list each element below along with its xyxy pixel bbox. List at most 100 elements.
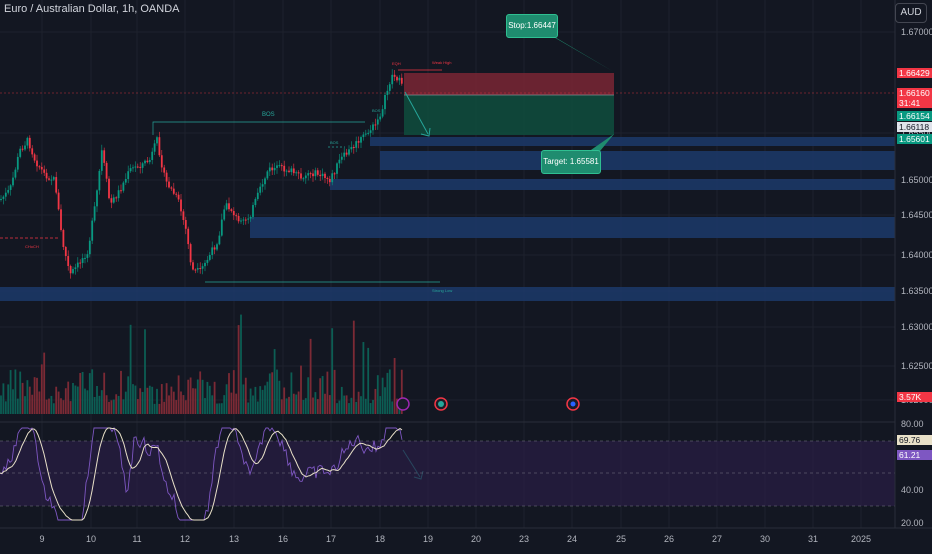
- candle-body: [304, 175, 307, 179]
- candle-body: [278, 165, 281, 167]
- volume-bar: [208, 385, 211, 414]
- stop-callout[interactable]: Stop:1.66447: [506, 14, 558, 38]
- volume-bar: [288, 396, 290, 414]
- volume-bar: [96, 385, 98, 414]
- volume-bar: [196, 379, 199, 414]
- volume-bar: [175, 400, 178, 414]
- candle-body: [38, 166, 41, 168]
- candle-body: [76, 262, 79, 268]
- candle-body: [302, 178, 305, 180]
- zone-2: [250, 217, 895, 238]
- candle-body: [129, 168, 132, 172]
- candle-body: [321, 173, 324, 177]
- candle-body: [242, 219, 245, 221]
- candle-body: [86, 254, 89, 258]
- volume-bar: [259, 386, 262, 414]
- candle-body: [28, 137, 31, 149]
- volume-bar: [57, 391, 60, 414]
- target-callout[interactable]: Target: 1.65581: [541, 150, 601, 174]
- volume-bar: [98, 395, 101, 414]
- rsi-ma-tag: 61.21: [897, 450, 932, 460]
- volume-bars: [0, 314, 403, 414]
- volume-bar: [357, 391, 360, 414]
- candle-body: [33, 154, 36, 161]
- volume-bar: [242, 384, 245, 414]
- candle-body: [201, 266, 204, 269]
- candle-body: [379, 116, 382, 120]
- volume-bar: [268, 373, 271, 414]
- time-axis[interactable]: 9 10 11 12 13 16 17 18 19 20 23 24 25 26 27 30 31 2025: [39, 534, 871, 544]
- time-tick-label: 31: [808, 534, 818, 544]
- candle-body: [12, 177, 14, 186]
- stop-callout-pointer: [545, 32, 614, 72]
- stop-callout-text: Stop:1.66447: [508, 21, 556, 30]
- time-tick-label: 17: [326, 534, 336, 544]
- choch-label: CHoCH: [25, 244, 39, 249]
- time-tick-label: 25: [616, 534, 626, 544]
- volume-bar: [211, 395, 214, 414]
- volume-bar: [189, 377, 192, 414]
- candle-body: [372, 124, 374, 131]
- currency-button[interactable]: AUD: [895, 3, 927, 23]
- volume-bar: [372, 399, 374, 414]
- volume-bar: [374, 388, 377, 414]
- volume-bar: [48, 398, 50, 414]
- volume-bar: [52, 403, 55, 414]
- price-tick-label: 1.67000: [901, 27, 932, 37]
- candle-body: [288, 170, 290, 173]
- volume-bar: [74, 385, 77, 414]
- volume-bar: [64, 388, 67, 414]
- candle-body: [276, 165, 278, 168]
- volume-bar: [67, 381, 70, 414]
- volume-bar: [55, 386, 58, 414]
- price-axis[interactable]: 1.67000 1.65500 1.65000 1.64500 1.64000 1.635…: [901, 27, 932, 528]
- candle-body: [259, 186, 262, 193]
- candle-body: [343, 152, 346, 157]
- candle-body: [184, 220, 187, 229]
- candle-body: [314, 170, 317, 177]
- candle-body: [206, 259, 209, 263]
- volume-bar: [324, 393, 326, 414]
- volume-bar: [33, 377, 36, 414]
- volume-bar: [103, 372, 106, 414]
- candle-body: [290, 168, 293, 173]
- volume-bar: [122, 399, 125, 414]
- candle-body: [384, 95, 386, 110]
- time-tick-label: 30: [760, 534, 770, 544]
- candle-body: [307, 173, 310, 176]
- rsi-value-tag: 69.76: [897, 435, 932, 445]
- candle-body: [398, 77, 401, 81]
- candle-body: [14, 169, 17, 178]
- volume-bar: [12, 389, 14, 414]
- weak-high-label: Weak High: [432, 60, 452, 65]
- volume-bar: [69, 401, 72, 414]
- price-tick-label: 1.65000: [901, 175, 932, 185]
- volume-bar: [26, 380, 29, 414]
- candle-body: [57, 192, 60, 210]
- candle-body: [153, 143, 156, 152]
- time-tick-label: 13: [229, 534, 239, 544]
- symbol-title[interactable]: Euro / Australian Dollar, 1h, OANDA: [4, 3, 180, 15]
- position-tool[interactable]: [404, 73, 614, 135]
- time-tick-label: 2025: [851, 534, 871, 544]
- candle-body: [168, 181, 170, 188]
- candle-body: [283, 165, 286, 172]
- volume-bar: [199, 371, 202, 414]
- target-price-tag: 1.65601: [897, 134, 932, 144]
- candle-body: [156, 137, 158, 144]
- candle-body: [388, 84, 391, 91]
- volume-bar: [393, 357, 396, 414]
- volume-bar: [285, 398, 288, 414]
- candle-body: [40, 166, 43, 170]
- bos-label-2: BOS: [330, 140, 339, 145]
- volume-bar: [84, 388, 86, 414]
- event-icons[interactable]: [396, 397, 580, 411]
- volume-bar: [4, 401, 7, 414]
- candle-body: [340, 156, 343, 160]
- volume-bar: [228, 373, 230, 414]
- countdown-tag: 31:41: [897, 98, 932, 108]
- volume-bar: [220, 403, 223, 414]
- candle-body: [367, 132, 370, 134]
